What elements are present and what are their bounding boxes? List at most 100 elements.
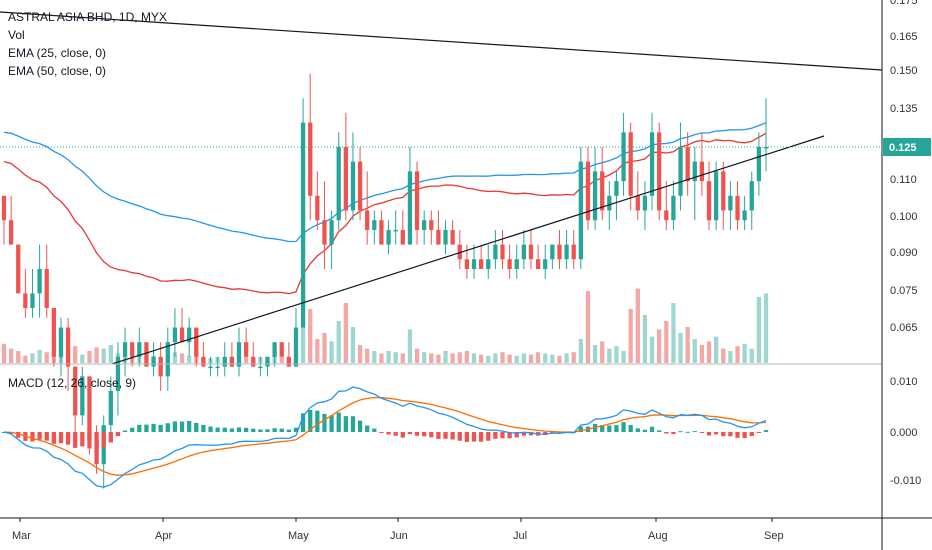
candle-body (315, 195, 320, 221)
macd-histogram-bar (151, 423, 156, 432)
volume-bar (699, 345, 705, 363)
macd-histogram-bar (543, 432, 548, 436)
current-price-marker: 0.125 (0, 138, 931, 156)
volume-bar (308, 309, 313, 363)
candle-body (557, 244, 562, 260)
candle-body (137, 342, 142, 357)
volume-bar (714, 336, 719, 363)
ascending-trendline (111, 135, 825, 365)
macd-histogram-bar (158, 424, 163, 432)
candle-body (16, 244, 21, 294)
macd-legend: MACD (12, 26, close, 9) (8, 374, 136, 392)
macd-line (3, 386, 767, 488)
volume-bar (279, 357, 284, 363)
candle-body (251, 356, 256, 367)
volume-bar (393, 352, 398, 363)
candle-body (44, 269, 49, 309)
candle-body (471, 259, 477, 269)
volume-bar (657, 329, 662, 363)
candle-body (564, 244, 569, 260)
macd-histogram (1, 409, 769, 451)
price-tick-label: 0.100 (890, 211, 918, 223)
macd-histogram-bar (414, 432, 420, 436)
candle-body (115, 356, 121, 391)
macd-histogram-bar (279, 428, 284, 432)
volume-bar (407, 329, 413, 363)
macd-histogram-bar (514, 432, 519, 438)
candle-body (151, 356, 156, 367)
volume-bar (8, 348, 14, 363)
macd-histogram-bar (73, 432, 78, 448)
candle-body (65, 327, 71, 367)
volume-bar (1, 343, 7, 363)
candle-body (628, 132, 633, 196)
time-tick-label: Aug (648, 530, 668, 542)
volume-bar (479, 354, 484, 363)
macd-histogram-bar (742, 432, 747, 439)
time-tick-label: Jul (513, 530, 527, 542)
volume-bar (728, 351, 733, 363)
candle-body (728, 195, 733, 211)
legend-ema25: EMA (25, close, 0) (8, 46, 107, 60)
macd-histogram-bar (486, 432, 491, 441)
macd-histogram-bar (628, 425, 633, 432)
candle-body (243, 342, 249, 357)
volume-bar (671, 303, 676, 363)
macd-histogram-bar (365, 425, 370, 432)
volume-bar (379, 353, 384, 363)
candle-body (108, 391, 113, 426)
volume-bar (16, 351, 21, 363)
candle-body (535, 259, 541, 269)
price-axis[interactable]: 0.175 0.165 0.150 0.135 0.110 0.100 0.090 0.075… (890, 0, 918, 334)
candle-body (450, 229, 455, 245)
candle-body (300, 122, 306, 328)
candle-body (379, 220, 384, 245)
macd-histogram-bar (179, 421, 185, 432)
candle-body (592, 171, 598, 221)
macd-histogram-bar (493, 432, 498, 439)
candle-body (144, 342, 149, 367)
macd-histogram-bar (429, 432, 434, 438)
candle-body (493, 244, 498, 260)
candle-body (614, 181, 619, 196)
candle-body (500, 244, 505, 260)
macd-histogram-bar (678, 431, 683, 433)
candle-body (236, 342, 242, 367)
volume-bar (300, 327, 306, 363)
macd-histogram-bar (80, 432, 85, 447)
macd-histogram-bar (265, 429, 270, 432)
candle-body (678, 147, 683, 196)
volume-bar (400, 353, 405, 363)
volume-bar (108, 345, 113, 363)
macd-histogram-bar (500, 432, 505, 439)
macd-histogram-bar (671, 432, 676, 435)
volume-bar (365, 348, 370, 363)
volume-bar (557, 355, 562, 363)
trendlines[interactable] (0, 11, 883, 365)
time-axis[interactable]: Mar Apr May Jun Jul Aug Sep (12, 518, 784, 542)
macd-histogram-bar (308, 409, 313, 432)
volume-bar (721, 348, 726, 363)
volume-bar (763, 293, 769, 363)
volume-bar (450, 353, 455, 363)
volume-bar (649, 336, 655, 363)
price-tick-label: 0.165 (890, 31, 918, 43)
candle-body (279, 342, 284, 357)
macd-histogram-bar (457, 432, 462, 441)
candle-body (365, 210, 370, 230)
macd-histogram-bar (194, 422, 199, 432)
time-tick-label: Sep (764, 530, 784, 542)
volume-bar (614, 346, 619, 363)
volume-bar (486, 355, 491, 363)
macd-axis[interactable]: 0.010 0.000 -0.010 (890, 376, 921, 487)
macd-histogram-bar (251, 428, 256, 432)
candle-body (208, 366, 213, 369)
candle-body (692, 161, 697, 182)
macd-histogram-bar (763, 430, 769, 432)
time-tick-label: Apr (155, 530, 172, 542)
volume-bar (742, 343, 747, 363)
candle-body (87, 376, 92, 440)
macd-histogram-bar (293, 427, 299, 432)
candle-body (94, 439, 99, 465)
